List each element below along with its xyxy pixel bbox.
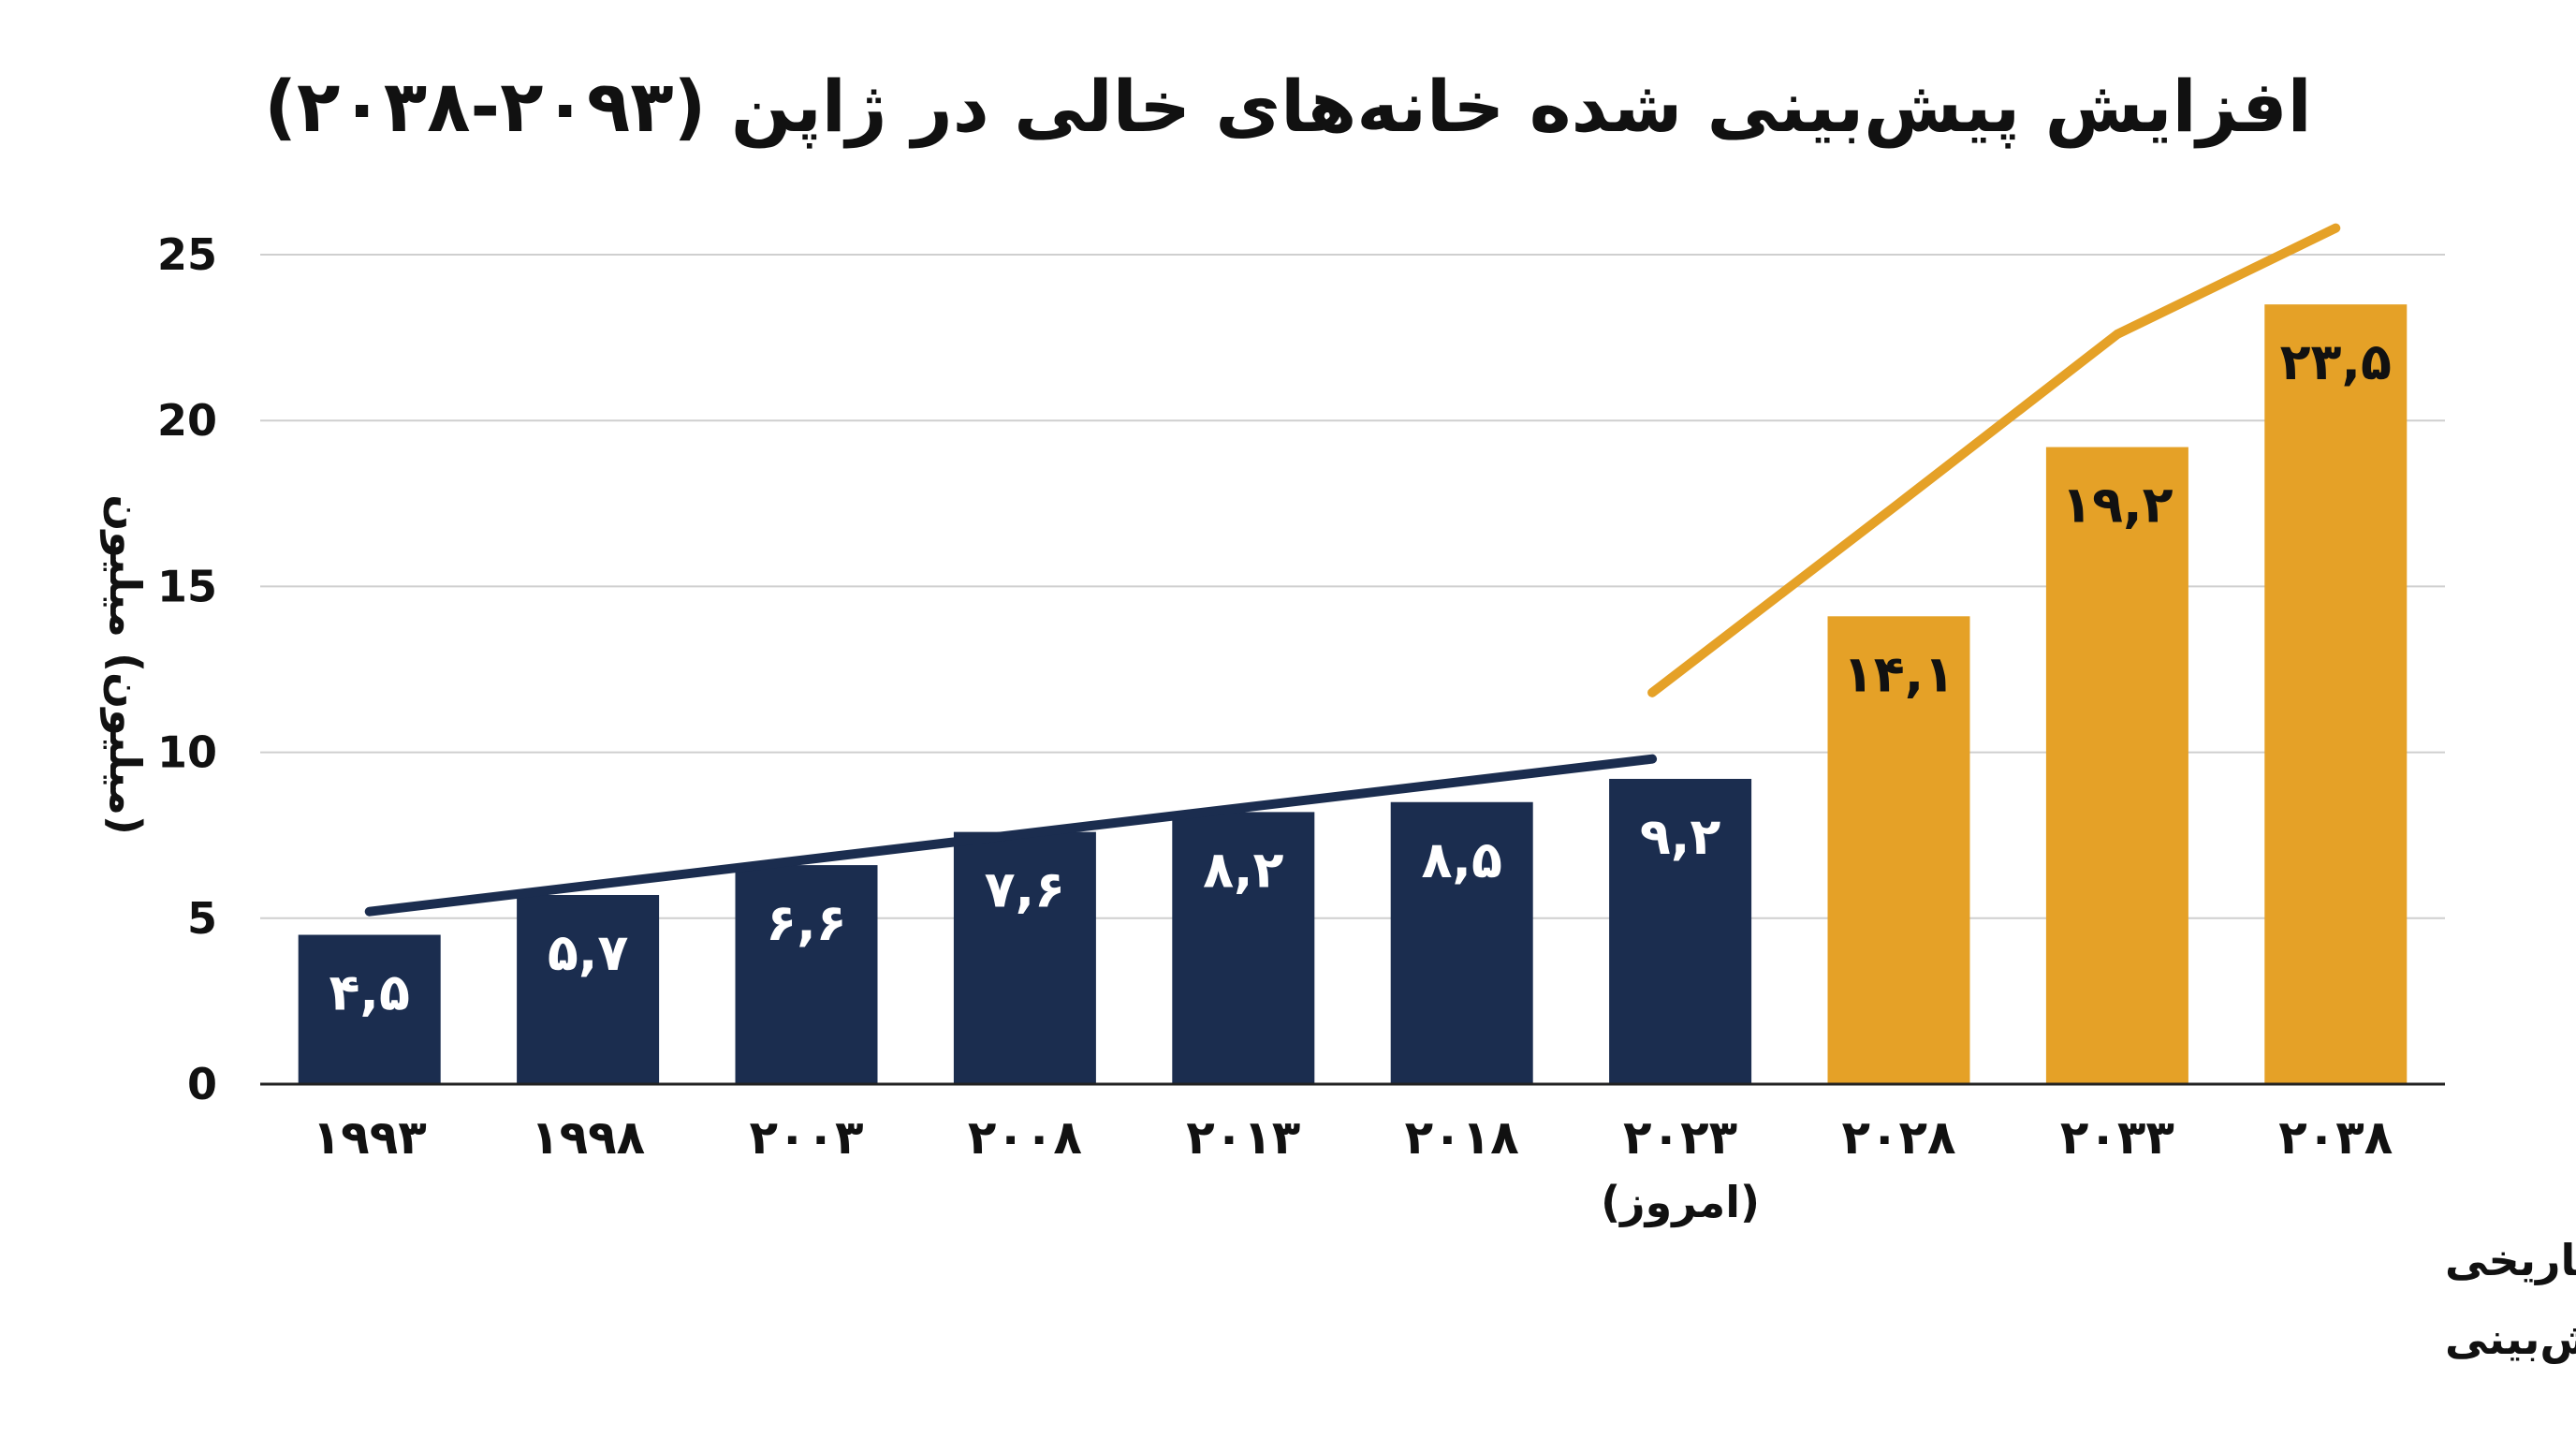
data-labels: ۴,۵ ۵,۷ ۶,۶ ۷,۶ ۸,۲ ۸,۵ ۹,۲ ۱۴,۱ ۱۹,۲ ۲۳,۵: [329, 332, 2392, 1021]
bar-2013: [1172, 812, 1315, 1084]
x-tick-label: ۲۰۱۳: [1186, 1110, 1300, 1165]
legend-historical-text: داده‌های تاریخی: [2445, 1235, 2576, 1285]
legend-entry-forecast: کهربایی: پیش‌بینی: [2445, 1313, 2576, 1365]
y-tick-label: 0: [187, 1059, 217, 1109]
bars: [298, 304, 2408, 1084]
data-label-2013: ۸,۲: [1203, 840, 1283, 899]
data-label-2033: ۱۹,۲: [2061, 476, 2173, 535]
legend-entry-historical: سرمه‌ای: داده‌های تاریخی: [2445, 1235, 2576, 1285]
data-label-2008: ۷,۶: [985, 860, 1065, 919]
trend-arrows: [364, 223, 2341, 917]
y-tick-label: 5: [187, 893, 217, 944]
data-label-1998: ۵,۷: [548, 923, 628, 982]
x-tick-sublabel: (امروز): [1601, 1177, 1760, 1227]
bar-1993: [298, 934, 441, 1084]
x-tick-label: ۲۰۱۸: [1405, 1110, 1519, 1165]
legend: سرمه‌ای: داده‌های تاریخی کهربایی: پیش‌بی…: [2445, 1235, 2576, 1365]
bar-2038: [2264, 304, 2408, 1084]
historical-trend-arrow: [364, 754, 1658, 917]
x-tick-label: ۲۰۲۸: [1841, 1110, 1955, 1165]
data-label-1993: ۴,۵: [329, 963, 409, 1022]
x-tick-label: ۱۹۹۳: [313, 1110, 427, 1165]
y-tick-label: 15: [157, 561, 217, 611]
bar-2028: [1827, 616, 1970, 1084]
forecast-trend-arrow: [1647, 223, 2341, 697]
bar-2008: [953, 831, 1096, 1084]
data-label-2023: ۹,۲: [1640, 807, 1720, 866]
bar-1998: [517, 894, 660, 1084]
y-axis-label: (میلیون) میلیون: [100, 494, 151, 835]
x-tick-label: ۲۰۲۳: [1623, 1110, 1737, 1165]
chart-title: افزایش پیش‌بینی شده خانه‌های خالی در ژاپ…: [264, 65, 2311, 149]
x-tick-label: ۲۰۰۸: [968, 1110, 1082, 1165]
bar-2033: [2045, 447, 2188, 1084]
legend-forecast-text: پیش‌بینی: [2445, 1313, 2576, 1365]
data-label-2038: ۲۳,۵: [2280, 332, 2392, 391]
x-axis-ticks: ۱۹۹۳ ۱۹۹۸ ۲۰۰۳ ۲۰۰۸ ۲۰۱۳ ۲۰۱۸ ۲۰۲۳ (امروز) ۲۰۲۸ ۲…: [313, 1110, 2393, 1227]
data-label-2003: ۶,۶: [766, 893, 846, 952]
x-tick-label: ۲۰۳۳: [2060, 1110, 2174, 1165]
bar-2018: [1390, 801, 1533, 1084]
y-axis-ticks: 0 5 10 15 20 25: [157, 229, 217, 1109]
x-tick-label: ۱۹۹۸: [531, 1110, 645, 1165]
bar-2023: [1609, 778, 1752, 1084]
x-tick-label: ۲۰۳۸: [2278, 1110, 2393, 1165]
y-tick-label: 20: [157, 395, 217, 446]
y-tick-label: 10: [157, 727, 217, 778]
y-tick-label: 25: [157, 229, 217, 280]
data-label-2028: ۱۴,۱: [1843, 644, 1954, 703]
data-label-2018: ۸,۵: [1421, 830, 1501, 889]
x-tick-label: ۲۰۰۳: [749, 1110, 863, 1165]
bar-2003: [735, 865, 878, 1084]
